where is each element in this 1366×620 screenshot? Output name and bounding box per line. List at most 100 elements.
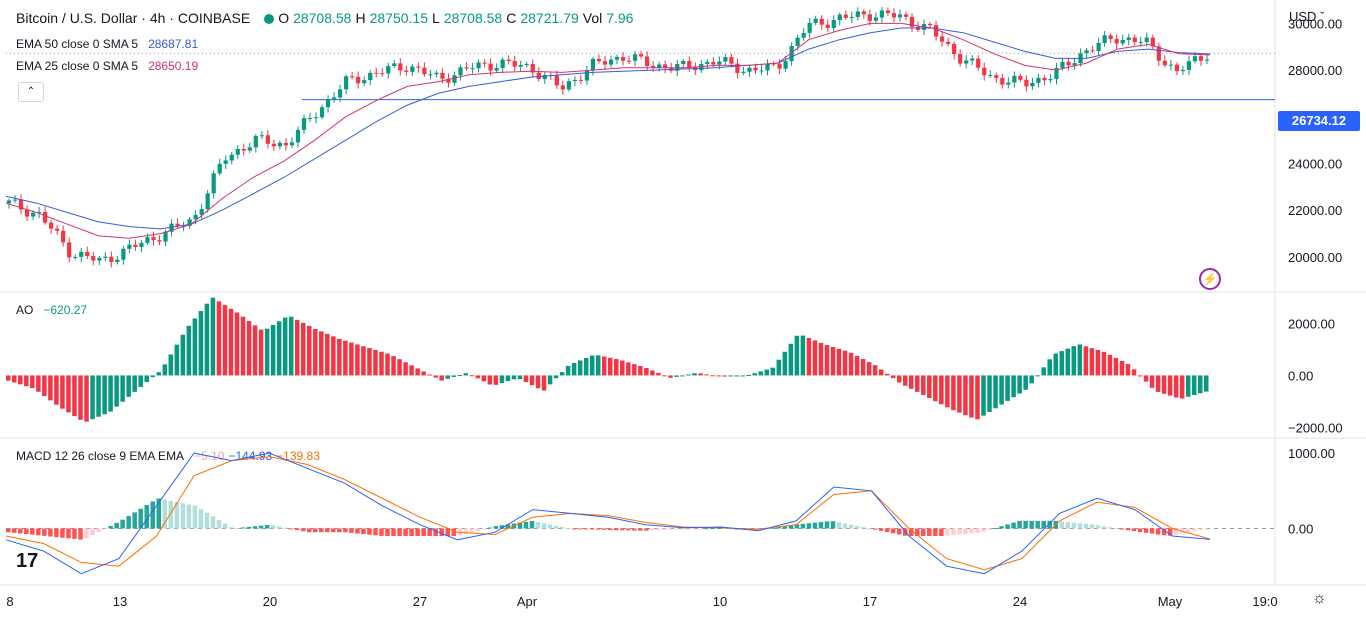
candle-body	[825, 24, 830, 28]
macd-hist-bar	[872, 528, 878, 530]
ao-bar	[734, 375, 739, 377]
macd-hist-bar	[1071, 522, 1077, 529]
macd-hist-bar	[282, 527, 288, 529]
macd-hist-bar	[921, 528, 926, 536]
ao-legend[interactable]: AO −620.27	[16, 303, 87, 317]
ao-bar	[1053, 353, 1058, 376]
ao-bar	[475, 375, 481, 379]
macd-hist-bar	[300, 528, 306, 532]
candle-body	[560, 85, 565, 90]
gear-icon[interactable]: ☼	[1312, 590, 1327, 607]
macd-hist-bar	[264, 525, 270, 529]
candle-body	[37, 211, 42, 213]
macd-hist-bar	[355, 528, 360, 534]
macd-hist-bar	[987, 528, 992, 530]
macd-hist-bar	[204, 512, 210, 529]
macd-hist-bar	[397, 528, 402, 536]
macd-hist-bar	[1125, 528, 1131, 531]
ao-bar	[1167, 375, 1173, 396]
macd-hist-bar	[704, 528, 709, 530]
ema50-legend[interactable]: EMA 50 close 0 SMA 5 28687.81	[16, 37, 198, 51]
candle-body	[681, 60, 686, 65]
macd-hist-bar	[90, 528, 95, 536]
ao-bar	[481, 375, 487, 382]
ao-bar	[1107, 354, 1113, 376]
ao-bar	[716, 375, 721, 377]
candle-body	[741, 71, 746, 73]
macd-hist-bar	[632, 528, 637, 531]
ao-bar	[511, 375, 517, 380]
macd-hist-bar	[975, 528, 980, 533]
candle-body	[1120, 39, 1125, 44]
candle-body	[410, 66, 415, 72]
ao-bar	[1113, 357, 1119, 376]
macd-hist-bar	[945, 528, 950, 536]
ao-bar	[1179, 375, 1185, 399]
ao-bar	[541, 375, 547, 391]
macd-hist-bar	[981, 528, 986, 532]
candle-body	[43, 211, 48, 223]
macd-hist-bar	[72, 528, 77, 539]
ao-bar	[909, 375, 914, 389]
symbol-title[interactable]: Bitcoin / U.S. Dollar · 4h · COINBASE	[16, 10, 251, 26]
macd-hist-bar	[722, 528, 727, 530]
macd-hist-bar	[668, 528, 673, 530]
macd-hist-bar	[234, 528, 240, 530]
macd-hist-bar	[559, 526, 565, 529]
candle-body	[982, 67, 987, 76]
ao-bar	[1011, 375, 1016, 398]
macd-hist-bar	[421, 528, 426, 536]
candle-body	[362, 80, 367, 84]
ema25-legend[interactable]: EMA 25 close 0 SMA 5 28650.19	[16, 59, 198, 73]
currency-selector[interactable]: USD ˇ	[1289, 9, 1324, 24]
macd-hist-bar	[373, 528, 378, 536]
candle-body	[1060, 61, 1065, 68]
candle-body	[958, 54, 963, 64]
candle-body	[711, 61, 716, 65]
macd-hist-bar	[102, 528, 107, 530]
ao-bar	[896, 375, 902, 383]
ao-bar	[397, 359, 402, 376]
macd-hist-bar	[794, 524, 800, 529]
ao-bar	[975, 375, 980, 420]
ao-bar	[1005, 375, 1010, 401]
tradingview-logo-icon: 17	[16, 550, 39, 572]
macd-hist-bar	[927, 528, 932, 536]
candle-body	[964, 60, 969, 64]
candle-body	[651, 65, 656, 68]
candle-body	[289, 142, 295, 146]
ao-bar	[36, 375, 41, 392]
macd-hist-bar	[1017, 520, 1022, 529]
ao-bar	[794, 335, 800, 376]
lightning-icon[interactable]: ⚡	[1199, 268, 1221, 290]
macd-line	[5, 452, 1211, 575]
macd-hist-bar	[818, 522, 824, 529]
macd-hist-bar	[650, 528, 655, 531]
ao-bar	[866, 362, 872, 376]
close-label: C	[506, 10, 517, 26]
macd-hist-bar	[1011, 522, 1016, 529]
ao-bar	[535, 375, 541, 389]
ao-bar	[421, 371, 426, 376]
candle-body	[482, 62, 487, 64]
candle-body	[398, 63, 403, 71]
ema25-line	[5, 22, 1211, 239]
macd-hist-bar	[1029, 520, 1034, 529]
ao-bar	[276, 321, 282, 376]
ao-bar	[337, 338, 342, 376]
ao-bar	[457, 375, 463, 377]
candle-body	[994, 75, 999, 78]
chevron-down-icon: ˇ	[1320, 9, 1325, 24]
candle-body	[49, 222, 54, 229]
ao-bar	[710, 375, 715, 377]
macd-hist-bar	[30, 528, 35, 535]
macd-hist-bar	[1023, 520, 1028, 529]
ao-bar	[1119, 361, 1125, 376]
ao-bar	[1161, 375, 1167, 394]
macd-hist-bar	[24, 528, 29, 535]
candle-body	[855, 11, 860, 17]
candle-body	[187, 219, 192, 226]
collapse-legend-button[interactable]: ⌃	[18, 82, 44, 102]
macd-hist-bar	[18, 528, 23, 534]
